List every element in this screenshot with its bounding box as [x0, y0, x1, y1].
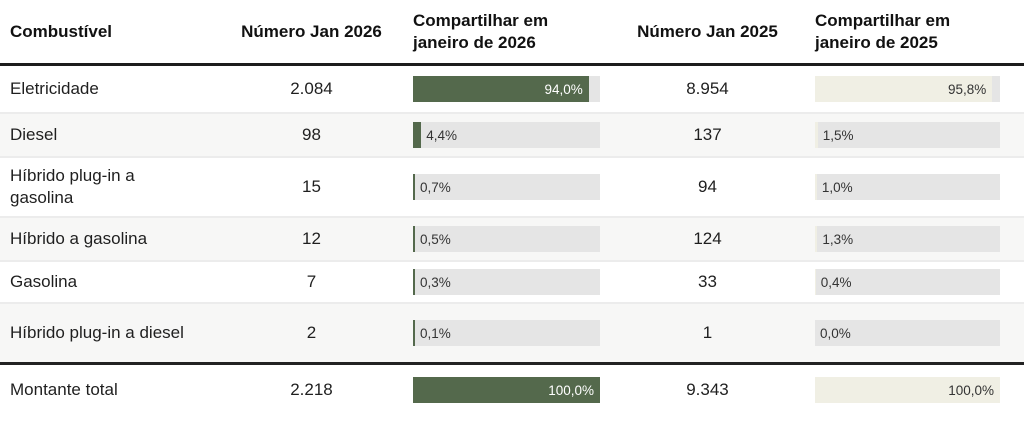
bar-track-2025: 1,0%	[815, 174, 1000, 200]
bar-fill-2026	[413, 269, 415, 295]
bar-fill-2026	[413, 226, 415, 252]
col-header-num-2026: Número Jan 2026	[241, 21, 382, 41]
fuel-name: Eletricidade	[10, 78, 99, 98]
num-2026: 2.218	[290, 380, 333, 399]
bar-track-2025: 95,8%	[815, 76, 1000, 102]
bar-label-2026: 0,1%	[420, 325, 451, 341]
bar-fill-2026	[413, 174, 415, 200]
fuel-name: Diesel	[10, 124, 58, 144]
bar-track-2025: 1,5%	[815, 122, 1000, 148]
table-row-diesel: Diesel 98 4,4% 137 1,5%	[0, 112, 1024, 156]
num-2025: 9.343	[686, 380, 729, 399]
share-2025-cell: 0,0%	[815, 320, 1000, 346]
bar-fill-2025	[815, 226, 818, 252]
bar-label-2025: 0,4%	[820, 274, 852, 290]
bar-label-2025: 100,0%	[948, 382, 994, 398]
table-row-total: Montante total 2.218 100,0% 9.343 100,0%	[0, 362, 1024, 415]
col-header-fuel: Combustível	[10, 21, 113, 41]
fuel-name: Híbrido plug-in a diesel	[10, 322, 184, 342]
bar-label-2026: 0,3%	[420, 274, 451, 290]
share-2026-cell: 94,0%	[413, 76, 600, 102]
col-header-share-2025: Compartilhar em janeiro de 2025	[815, 11, 951, 52]
num-2025: 8.954	[686, 79, 729, 98]
bar-track-2026: 0,5%	[413, 226, 600, 252]
bar-fill-2026	[413, 122, 422, 148]
num-2026: 15	[302, 177, 321, 196]
bar-track-2025: 1,3%	[815, 226, 1000, 252]
num-2026: 12	[302, 229, 321, 248]
bar-fill-2025	[815, 174, 817, 200]
fuel-share-table: Combustível Número Jan 2026 Compartilhar…	[0, 0, 1024, 415]
bar-fill-2026: 94,0%	[413, 76, 589, 102]
bar-label-2026: 100,0%	[548, 382, 594, 398]
fuel-name: Gasolina	[10, 271, 78, 291]
bar-label-2026: 94,0%	[544, 81, 583, 97]
num-2025: 94	[698, 177, 717, 196]
bar-track-2026: 0,3%	[413, 269, 600, 295]
bar-track-2026: 100,0%	[413, 377, 600, 403]
num-2026: 98	[302, 125, 321, 144]
bar-track-2026: 94,0%	[413, 76, 600, 102]
num-2025: 124	[693, 229, 722, 248]
share-2025-cell: 95,8%	[815, 76, 1000, 102]
bar-fill-2026	[413, 320, 415, 346]
bar-label-2025: 0,0%	[820, 325, 851, 341]
table-row-hibrido-gasolina: Híbrido a gasolina 12 0,5% 124 1,3%	[0, 216, 1024, 260]
bar-track-2026: 0,7%	[413, 174, 600, 200]
share-2026-cell: 0,5%	[413, 226, 600, 252]
bar-label-2025: 1,5%	[822, 127, 854, 143]
table-row-hibrido-plugin-gasolina: Híbrido plug-in a gasolina 15 0,7% 94 1,…	[0, 156, 1024, 216]
bar-track-2025: 0,0%	[815, 320, 1000, 346]
num-2026: 2	[306, 323, 317, 342]
col-header-share-2026: Compartilhar em janeiro de 2026	[413, 11, 549, 52]
bar-label-2026: 4,4%	[426, 127, 457, 143]
bar-label-2026: 0,7%	[420, 179, 451, 195]
bar-track-2026: 0,1%	[413, 320, 600, 346]
share-2025-cell: 1,0%	[815, 174, 1000, 200]
num-2025: 1	[702, 323, 713, 342]
bar-fill-2026: 100,0%	[413, 377, 600, 403]
bar-fill-2025	[815, 122, 818, 148]
share-2025-cell: 100,0%	[815, 377, 1000, 403]
num-2026: 2.084	[290, 79, 333, 98]
bar-label-2025: 1,3%	[822, 231, 854, 247]
bar-fill-2025: 100,0%	[815, 377, 1000, 403]
fuel-name: Híbrido a gasolina	[10, 228, 148, 248]
num-2025: 137	[693, 125, 722, 144]
table-row-hibrido-plugin-diesel: Híbrido plug-in a diesel 2 0,1% 1 0,0%	[0, 302, 1024, 362]
num-2025: 33	[698, 272, 717, 291]
bar-track-2026: 4,4%	[413, 122, 600, 148]
share-2026-cell: 4,4%	[413, 122, 600, 148]
fuel-name: Híbrido plug-in a gasolina	[10, 165, 135, 207]
bar-label-2026: 0,5%	[420, 231, 451, 247]
share-2026-cell: 0,7%	[413, 174, 600, 200]
bar-label-2025: 95,8%	[947, 81, 987, 97]
share-2025-cell: 1,3%	[815, 226, 1000, 252]
share-2026-cell: 0,1%	[413, 320, 600, 346]
table-row-eletricidade: Eletricidade 2.084 94,0% 8.954 95,8%	[0, 66, 1024, 112]
bar-label-2025: 1,0%	[821, 179, 853, 195]
table-row-gasolina: Gasolina 7 0,3% 33 0,4%	[0, 260, 1024, 302]
share-2025-cell: 0,4%	[815, 269, 1000, 295]
fuel-name: Montante total	[10, 379, 118, 399]
num-2026: 7	[306, 272, 317, 291]
share-2025-cell: 1,5%	[815, 122, 1000, 148]
col-header-num-2025: Número Jan 2025	[637, 21, 778, 41]
share-2026-cell: 100,0%	[413, 377, 600, 403]
table-header-row: Combustível Número Jan 2026 Compartilhar…	[0, 0, 1024, 66]
bar-track-2025: 100,0%	[815, 377, 1000, 403]
share-2026-cell: 0,3%	[413, 269, 600, 295]
bar-track-2025: 0,4%	[815, 269, 1000, 295]
bar-fill-2025	[815, 269, 816, 295]
bar-fill-2025: 95,8%	[815, 76, 993, 102]
